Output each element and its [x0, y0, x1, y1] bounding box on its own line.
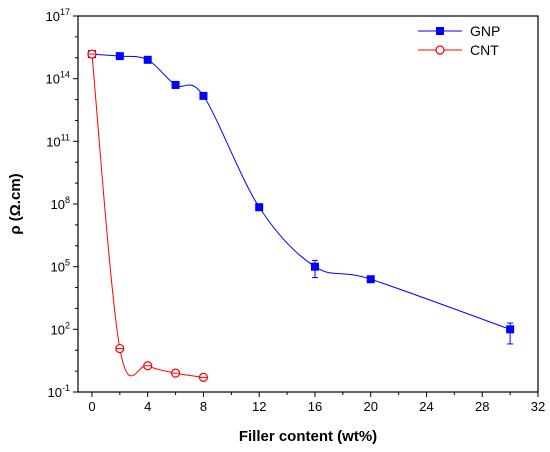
data-point-gnp	[366, 275, 375, 284]
x-tick-label: 8	[200, 399, 207, 414]
x-tick-label: 16	[308, 399, 322, 414]
legend: GNP CNT	[418, 23, 500, 58]
data-point-gnp	[255, 203, 264, 212]
x-axis-ticks: 0 4 8 12 16 20 24 28 32	[88, 392, 545, 414]
data-point-gnp	[143, 55, 152, 64]
y-tick-label: 108	[51, 195, 70, 212]
legend-marker-gnp	[436, 27, 444, 35]
x-tick-label: 24	[419, 399, 433, 414]
data-point-gnp	[310, 262, 319, 271]
fit-curve-cnt	[91, 54, 204, 378]
x-tick-label: 32	[531, 399, 545, 414]
x-axis-title: Filler content (wt%)	[239, 428, 377, 445]
plot-frame	[77, 15, 539, 393]
x-tick-label: 4	[144, 399, 151, 414]
legend-label-cnt: CNT	[470, 42, 499, 58]
data-points	[87, 49, 515, 382]
y-axis-ticks: 10-1 102 105 108 1011 1014 1017	[46, 7, 78, 400]
y-tick-label: 10-1	[48, 383, 70, 400]
x-tick-label: 20	[363, 399, 377, 414]
x-tick-label: 12	[252, 399, 266, 414]
legend-label-gnp: GNP	[470, 23, 500, 39]
y-tick-label: 1017	[46, 7, 70, 24]
fit-curves	[91, 53, 511, 378]
y-axis-title: ρ (Ω.cm)	[7, 173, 24, 234]
y-tick-label: 1014	[46, 70, 70, 87]
legend-marker-cnt	[435, 45, 445, 55]
data-point-gnp	[171, 80, 180, 89]
y-tick-label: 1011	[46, 132, 70, 149]
data-point-gnp	[199, 91, 208, 100]
data-point-gnp	[115, 52, 124, 61]
error-bars	[311, 259, 514, 345]
x-tick-label: 28	[475, 399, 489, 414]
y-tick-label: 105	[51, 258, 70, 275]
x-tick-label: 0	[88, 399, 95, 414]
y-tick-label: 102	[51, 320, 70, 337]
fit-curve-gnp	[91, 53, 511, 330]
data-point-gnp	[506, 325, 515, 334]
